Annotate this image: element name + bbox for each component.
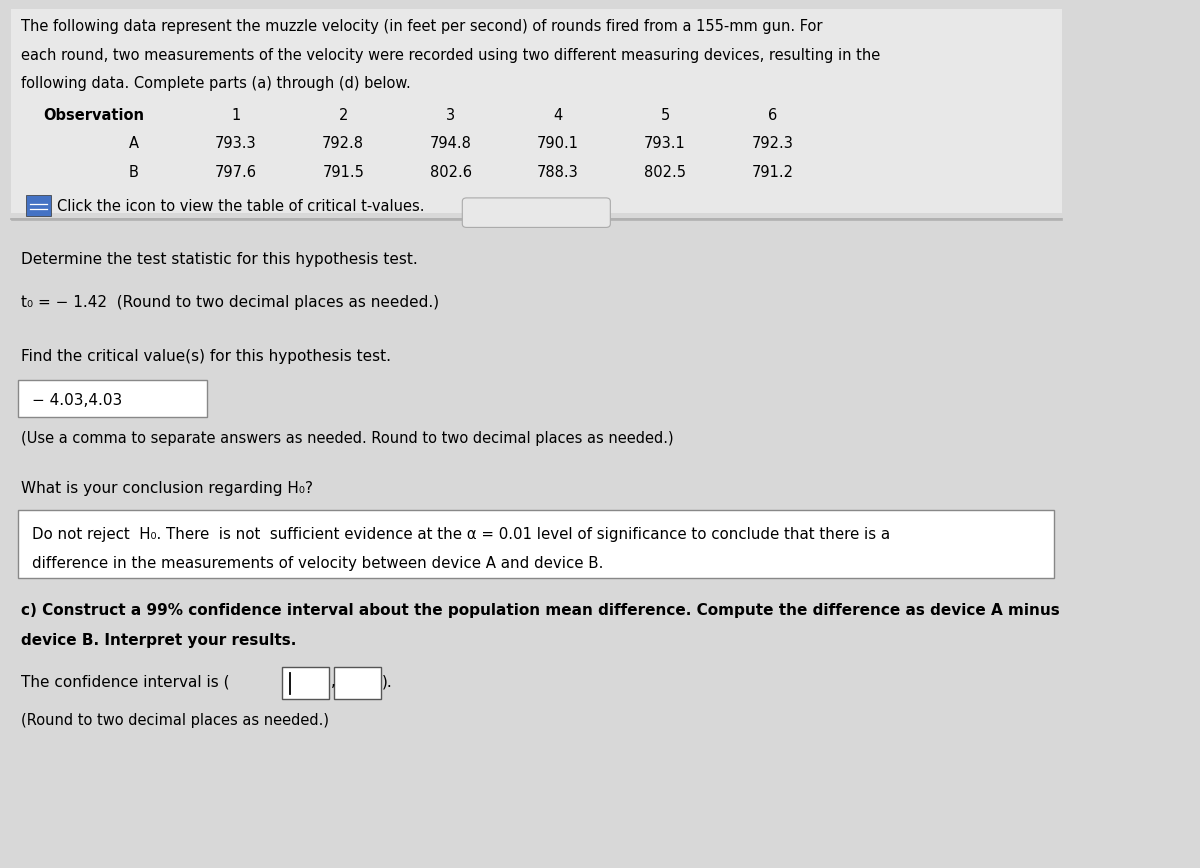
Text: 791.5: 791.5	[323, 165, 364, 180]
FancyBboxPatch shape	[18, 380, 208, 417]
FancyBboxPatch shape	[462, 198, 611, 227]
Text: (Round to two decimal places as needed.): (Round to two decimal places as needed.)	[22, 713, 330, 727]
Text: Click the icon to view the table of critical t-values.: Click the icon to view the table of crit…	[56, 199, 425, 214]
Text: 791.2: 791.2	[751, 165, 793, 180]
Text: 788.3: 788.3	[536, 165, 578, 180]
Text: ...: ...	[530, 206, 542, 219]
FancyBboxPatch shape	[11, 9, 1062, 213]
Text: 6: 6	[768, 108, 776, 122]
FancyBboxPatch shape	[334, 667, 380, 699]
Text: 794.8: 794.8	[430, 136, 472, 151]
Text: B: B	[128, 165, 138, 180]
Text: What is your conclusion regarding H₀?: What is your conclusion regarding H₀?	[22, 481, 313, 496]
Text: 793.1: 793.1	[644, 136, 686, 151]
Text: 792.8: 792.8	[323, 136, 365, 151]
Text: Determine the test statistic for this hypothesis test.: Determine the test statistic for this hy…	[22, 252, 419, 266]
Text: t₀ = − 1.42  (Round to two decimal places as needed.): t₀ = − 1.42 (Round to two decimal places…	[22, 295, 439, 310]
Text: 5: 5	[660, 108, 670, 122]
Text: Find the critical value(s) for this hypothesis test.: Find the critical value(s) for this hypo…	[22, 349, 391, 364]
FancyBboxPatch shape	[18, 510, 1055, 578]
Text: ,: ,	[330, 674, 335, 689]
Text: The confidence interval is (: The confidence interval is (	[22, 674, 230, 689]
Text: 793.3: 793.3	[215, 136, 257, 151]
Text: difference in the measurements of velocity between device A and device B.: difference in the measurements of veloci…	[32, 556, 604, 571]
Text: 3: 3	[446, 108, 455, 122]
Text: 797.6: 797.6	[215, 165, 257, 180]
Text: 802.6: 802.6	[430, 165, 472, 180]
Text: each round, two measurements of the velocity were recorded using two different m: each round, two measurements of the velo…	[22, 48, 881, 62]
Text: 4: 4	[553, 108, 563, 122]
Text: Observation: Observation	[43, 108, 144, 122]
Text: c) Construct a 99% confidence interval about the population mean difference. Com: c) Construct a 99% confidence interval a…	[22, 603, 1061, 618]
FancyBboxPatch shape	[25, 195, 52, 216]
Text: The following data represent the muzzle velocity (in feet per second) of rounds : The following data represent the muzzle …	[22, 19, 823, 34]
FancyBboxPatch shape	[282, 667, 329, 699]
Text: 790.1: 790.1	[536, 136, 578, 151]
Text: − 4.03,4.03: − 4.03,4.03	[32, 393, 122, 408]
Text: 1: 1	[232, 108, 241, 122]
Text: 802.5: 802.5	[644, 165, 686, 180]
Text: 2: 2	[338, 108, 348, 122]
Text: device B. Interpret your results.: device B. Interpret your results.	[22, 633, 296, 648]
Text: ).: ).	[382, 674, 392, 689]
Text: 792.3: 792.3	[751, 136, 793, 151]
Text: A: A	[128, 136, 139, 151]
Text: Do not reject  H₀. There  is not  sufficient evidence at the α = 0.01 level of s: Do not reject H₀. There is not sufficien…	[32, 527, 890, 542]
Text: (Use a comma to separate answers as needed. Round to two decimal places as neede: (Use a comma to separate answers as need…	[22, 431, 674, 445]
Text: following data. Complete parts (a) through (d) below.: following data. Complete parts (a) throu…	[22, 76, 412, 91]
